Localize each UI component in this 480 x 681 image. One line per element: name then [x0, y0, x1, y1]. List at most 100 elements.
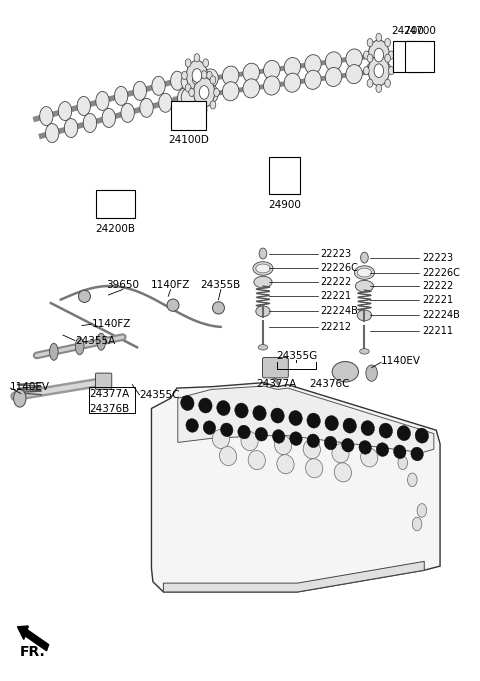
Ellipse shape: [121, 104, 134, 123]
Ellipse shape: [264, 76, 280, 95]
Ellipse shape: [354, 266, 374, 279]
Ellipse shape: [376, 443, 389, 456]
Ellipse shape: [241, 432, 258, 451]
Ellipse shape: [243, 63, 260, 82]
Text: 24700: 24700: [391, 26, 424, 36]
Circle shape: [185, 59, 191, 67]
Ellipse shape: [46, 123, 59, 142]
Circle shape: [201, 106, 207, 114]
Ellipse shape: [253, 406, 266, 421]
Circle shape: [412, 517, 422, 530]
Circle shape: [185, 84, 191, 92]
Ellipse shape: [97, 333, 106, 350]
Text: 24100D: 24100D: [168, 136, 209, 145]
Ellipse shape: [307, 434, 320, 447]
Ellipse shape: [275, 436, 292, 455]
Ellipse shape: [219, 447, 237, 466]
Ellipse shape: [355, 281, 373, 292]
Circle shape: [194, 89, 200, 97]
Circle shape: [360, 252, 368, 263]
Ellipse shape: [253, 262, 273, 275]
Circle shape: [376, 33, 382, 42]
Ellipse shape: [303, 440, 320, 459]
Circle shape: [374, 48, 384, 62]
Ellipse shape: [277, 455, 294, 474]
Circle shape: [210, 76, 216, 84]
Bar: [96, 189, 135, 218]
Circle shape: [192, 69, 202, 82]
Ellipse shape: [332, 362, 359, 382]
Ellipse shape: [178, 89, 191, 108]
Circle shape: [363, 67, 369, 75]
Bar: [393, 42, 422, 72]
Ellipse shape: [258, 345, 268, 350]
Circle shape: [367, 54, 373, 62]
Circle shape: [13, 390, 26, 407]
Ellipse shape: [75, 338, 84, 355]
Bar: [405, 42, 434, 72]
Ellipse shape: [222, 66, 239, 85]
Text: 24377A: 24377A: [89, 388, 130, 398]
Circle shape: [199, 86, 209, 99]
Ellipse shape: [248, 451, 265, 470]
Ellipse shape: [199, 398, 212, 413]
Text: 24376B: 24376B: [89, 404, 130, 414]
Text: 1140FZ: 1140FZ: [151, 279, 190, 289]
Ellipse shape: [357, 310, 372, 321]
Circle shape: [417, 504, 427, 517]
Ellipse shape: [289, 411, 302, 426]
Ellipse shape: [256, 264, 270, 273]
Ellipse shape: [284, 57, 300, 76]
Circle shape: [398, 456, 408, 470]
Ellipse shape: [203, 421, 216, 434]
Ellipse shape: [394, 445, 406, 458]
Ellipse shape: [334, 463, 351, 482]
Circle shape: [388, 51, 394, 59]
Text: 22211: 22211: [422, 326, 453, 336]
Ellipse shape: [357, 268, 372, 277]
Circle shape: [259, 248, 267, 259]
Text: 24376C: 24376C: [310, 379, 350, 389]
Circle shape: [206, 72, 212, 80]
Circle shape: [388, 67, 394, 75]
Ellipse shape: [290, 432, 302, 445]
Ellipse shape: [305, 70, 321, 89]
Ellipse shape: [180, 396, 194, 411]
Text: 24700: 24700: [403, 26, 436, 36]
Ellipse shape: [167, 299, 179, 311]
Text: 22224B: 22224B: [422, 311, 460, 320]
Ellipse shape: [77, 97, 90, 116]
Polygon shape: [163, 561, 424, 592]
Circle shape: [189, 89, 194, 97]
Ellipse shape: [102, 108, 116, 127]
Ellipse shape: [360, 448, 378, 467]
Ellipse shape: [346, 65, 362, 84]
Circle shape: [203, 59, 209, 67]
Ellipse shape: [324, 437, 337, 450]
Text: 24355C: 24355C: [140, 390, 180, 400]
Ellipse shape: [346, 49, 362, 68]
Circle shape: [367, 39, 373, 46]
Text: 24355G: 24355G: [276, 351, 317, 361]
Ellipse shape: [307, 413, 320, 428]
Text: 22212: 22212: [321, 322, 351, 332]
Circle shape: [385, 39, 390, 46]
Ellipse shape: [343, 418, 357, 433]
Circle shape: [201, 71, 207, 79]
Bar: [269, 157, 300, 194]
Ellipse shape: [359, 441, 372, 454]
Ellipse shape: [273, 430, 285, 443]
Text: 22223: 22223: [321, 249, 351, 259]
Ellipse shape: [415, 428, 429, 443]
Ellipse shape: [411, 447, 423, 461]
Circle shape: [186, 61, 207, 91]
Ellipse shape: [181, 87, 198, 106]
Ellipse shape: [133, 81, 146, 100]
Ellipse shape: [49, 343, 58, 360]
Text: 22226C: 22226C: [422, 268, 460, 278]
Text: 22222: 22222: [321, 277, 352, 287]
Text: 1140FZ: 1140FZ: [92, 319, 131, 329]
Text: 24377A: 24377A: [256, 379, 296, 389]
Circle shape: [385, 79, 390, 87]
Ellipse shape: [78, 290, 90, 302]
